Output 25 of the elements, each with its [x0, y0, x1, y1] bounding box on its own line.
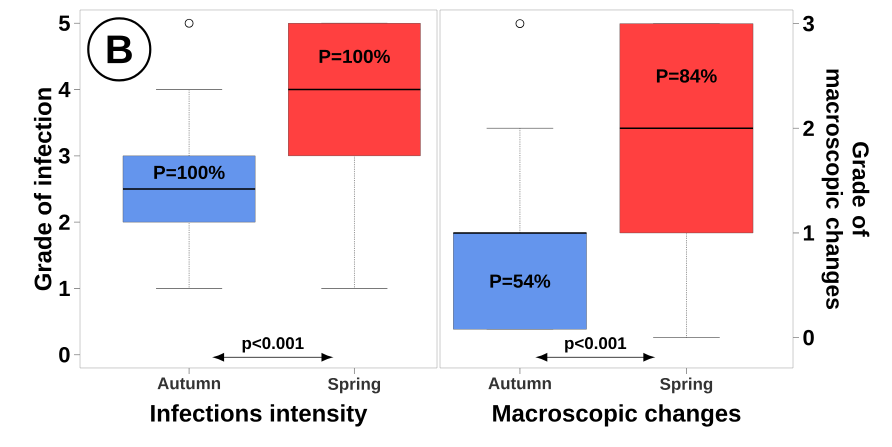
y-tick-label: 5 — [58, 16, 70, 31]
annotation: p<0.001 — [565, 337, 626, 353]
annotation: P=84% — [656, 69, 717, 83]
y-tick-label: 3 — [58, 148, 70, 164]
annotation: p<0.001 — [242, 337, 304, 353]
x-axis-title: Infections intensity — [151, 404, 368, 426]
annotation: P=54% — [490, 274, 550, 288]
annotation: P=100% — [320, 50, 390, 64]
annotation: P=100% — [154, 166, 225, 180]
y2-axis-title: Grade of macroscopic changes — [822, 70, 870, 310]
y2-tick-label: 1 — [804, 225, 814, 240]
chart-title: B — [108, 36, 132, 64]
x-tick-label: Spring — [328, 378, 380, 394]
y2-tick-label: 2 — [803, 120, 814, 136]
x-tick-label: Autumn — [158, 378, 220, 390]
y-tick-label: 2 — [59, 214, 70, 230]
y-tick-label: 4 — [58, 82, 70, 98]
x-tick-label: Spring — [660, 378, 712, 394]
y-axis-title: Grade of infection — [34, 88, 52, 290]
y2-tick-label: 0 — [803, 330, 814, 346]
y-tick-label: 0 — [59, 346, 70, 362]
x-axis-title: Macroscopic changes — [493, 404, 740, 427]
y2-tick-label: 3 — [803, 16, 814, 32]
x-tick-label: Autumn — [488, 378, 551, 390]
y-tick-label: 1 — [60, 280, 70, 296]
